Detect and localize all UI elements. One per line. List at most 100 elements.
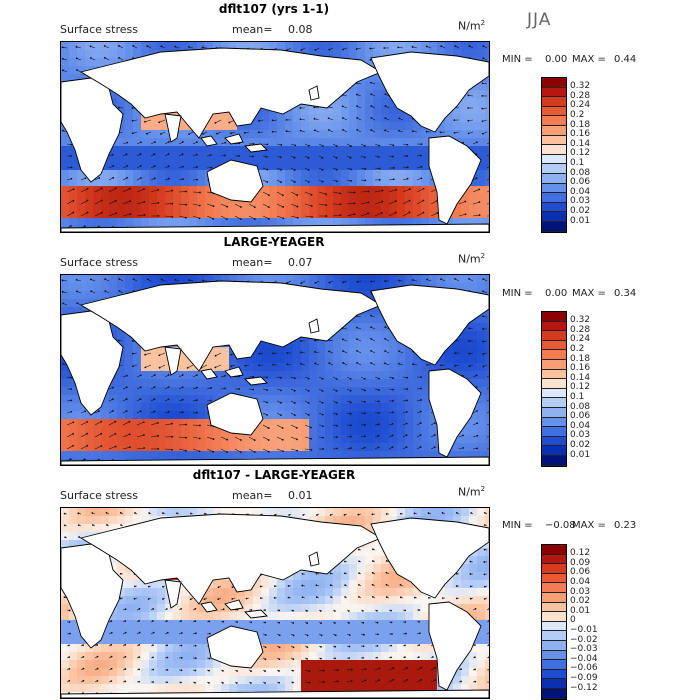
field-cell [469,347,478,356]
field-cell [317,371,326,380]
wind-vector-head [482,45,485,48]
field-cell [485,138,489,147]
field-cell [109,42,118,51]
wind-vector-head [89,278,92,281]
field-cell [333,154,342,163]
field-cell [221,122,230,131]
wind-vector-head [72,211,75,214]
field-cell [285,427,294,436]
wind-vector [472,214,480,217]
field-cell [461,331,470,340]
field-cell [445,218,454,227]
field-cell [197,42,206,51]
field-cell [293,508,302,517]
field-cell [461,202,470,211]
field-cell [357,347,366,356]
field-cell [125,154,134,163]
field-cell [373,339,382,348]
field-cell [149,114,158,123]
field-cell [373,516,382,525]
field-cell [157,443,166,452]
field-cell [165,379,174,388]
field-cell [357,106,366,115]
field-cell [317,138,326,147]
field-cell [381,451,390,460]
field-cell [133,114,142,123]
wind-vector-head [239,206,242,208]
field-cell [133,122,142,131]
wind-vector-head [308,144,310,147]
field-cell [221,146,230,155]
field-cell [205,42,214,51]
field-cell [293,194,302,203]
field-cell [469,114,478,123]
field-cell [453,218,462,227]
field-cell [189,202,198,211]
wind-vector-head [335,413,338,416]
field-cell [461,508,470,517]
field-cell [397,411,406,420]
wind-vector-head [126,176,128,179]
field-cell [469,363,478,372]
field-cell [349,347,358,356]
field-cell [477,50,486,59]
field-cell [277,130,286,139]
landmass [206,392,264,436]
field-cell [141,443,150,452]
field-cell [349,194,358,203]
wind-vector-head [129,200,131,203]
wind-vector [201,364,208,368]
field-cell [245,363,254,372]
field-cell [421,395,430,404]
field-cell [413,451,422,460]
field-cell [149,363,158,372]
field-cell [349,435,358,444]
field-cell [365,347,374,356]
field-cell [373,138,382,147]
field-cell [453,363,462,372]
field-cell [157,371,166,380]
field-cell [93,443,102,452]
field-cell [413,395,422,404]
field-cell [221,130,230,139]
wind-vector-head [307,156,310,159]
wind-vector-head [144,353,147,356]
field-cell [341,170,350,179]
field-cell [237,451,246,460]
field-cell [277,162,286,171]
wind-vector-head [228,121,231,124]
field-cell [301,202,310,211]
field-cell [285,202,294,211]
field-cell [93,218,102,227]
field-cell [341,451,350,460]
field-cell [317,178,326,187]
wind-vector-head [482,57,485,60]
field-cell [133,210,142,219]
wind-vector-head [153,177,156,180]
wind-vector [486,387,489,390]
wind-vector-head [174,45,177,48]
wind-vector-head [325,215,328,217]
field-cell [405,42,414,51]
wind-vector-head [364,179,367,182]
field-cell [373,307,382,316]
field-cell [349,451,358,460]
field-cell [85,443,94,452]
field-cell [213,146,222,155]
field-cell [341,106,350,115]
field-cell [133,283,142,292]
field-cell [61,524,70,533]
wind-vector [136,447,145,450]
field-cell [389,138,398,147]
wind-vector-head [321,401,324,404]
wind-vector-head [440,364,443,367]
landmass [79,280,382,372]
wind-vector-head [111,386,114,389]
field-cell [141,186,150,195]
field-cell [173,194,182,203]
field-cell [109,435,118,444]
landmass [200,135,218,147]
field-cell [477,210,486,219]
field-cell [125,363,134,372]
colorbar-tick-label: 0.14 [570,138,591,149]
